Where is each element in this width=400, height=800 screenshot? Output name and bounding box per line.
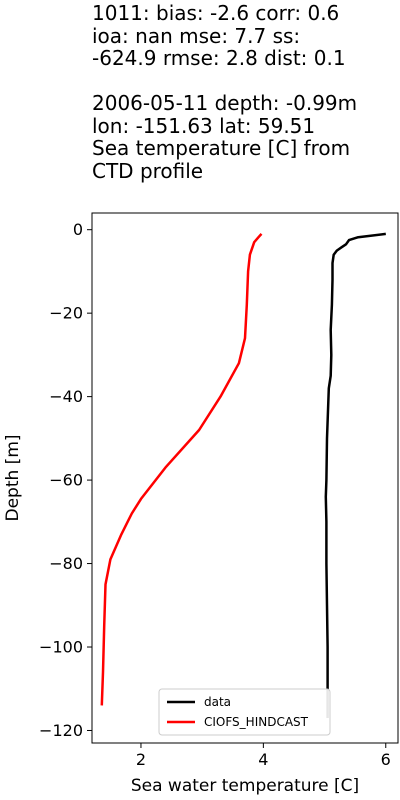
legend-label: data <box>204 695 231 709</box>
legend: data CIOFS_HINDCAST <box>158 688 331 736</box>
y-tick-label: −80 <box>49 554 83 573</box>
series-layer <box>100 232 386 718</box>
y-tick-label: −40 <box>49 387 83 406</box>
title-line: 1011: bias: -2.6 corr: 0.6 <box>92 1 340 25</box>
y-tick-label: −60 <box>49 471 83 490</box>
series-line-0 <box>324 232 386 718</box>
title-line: lon: -151.63 lat: 59.51 <box>92 113 316 138</box>
title-line: 2006-05-11 depth: -0.99m <box>92 91 358 115</box>
y-tick-label: 0 <box>73 220 83 239</box>
axes-frame <box>91 212 399 744</box>
title-line: Sea temperature [C] from <box>92 136 351 160</box>
legend-label: CIOFS_HINDCAST <box>204 715 309 729</box>
x-tick-label: 4 <box>258 750 268 769</box>
x-tick-label: 2 <box>136 750 146 769</box>
x-tick-label: 6 <box>381 750 391 769</box>
y-tick-label: −20 <box>49 304 83 323</box>
y-axis: 0 −20 −40 −60 −80 −100 −120 <box>39 220 92 740</box>
x-axis: 2 4 6 <box>136 743 391 769</box>
title-line: -624.9 rmse: 2.8 dist: 0.1 <box>92 46 346 70</box>
chart-title: 1011: bias: -2.6 corr: 0.6 ioa: nan mse:… <box>92 2 398 182</box>
y-axis-label: Depth [m] <box>3 434 23 521</box>
y-tick-label: −100 <box>39 638 83 657</box>
x-axis-label: Sea water temperature [C] <box>131 776 359 796</box>
y-tick-label: −120 <box>39 721 83 740</box>
series-line-1 <box>100 233 263 706</box>
legend-box <box>158 688 331 736</box>
title-line: CTD profile <box>92 158 204 183</box>
title-line: ioa: nan mse: 7.7 ss: <box>92 23 301 48</box>
